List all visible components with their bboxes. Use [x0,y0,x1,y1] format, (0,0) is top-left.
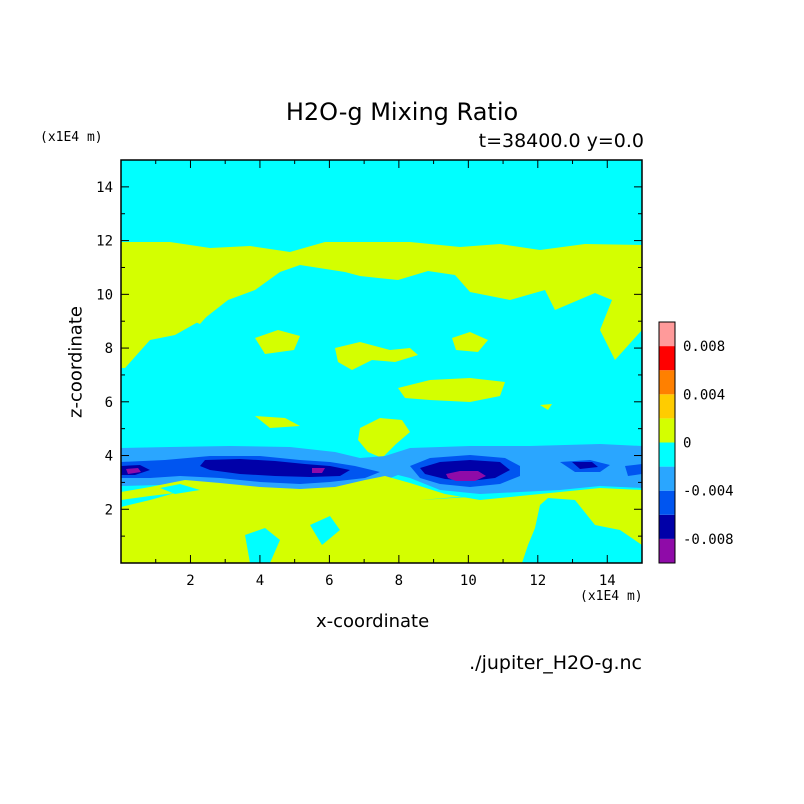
colorbar-swatch [659,490,675,515]
colorbar-swatch [659,322,675,347]
y-tick-label: 6 [105,395,113,411]
moist-patch [186,300,216,324]
moist-patch [452,332,488,352]
moist-patch [358,418,410,458]
y-tick-label: 4 [105,449,113,465]
y-tick-label: 2 [105,502,113,518]
colorbar-swatch [659,394,675,419]
x-tick-label: 2 [186,573,194,589]
moist-patch [255,416,300,428]
chart-title: H2O-g Mixing Ratio [285,98,519,126]
y-tick-label: 14 [96,180,113,196]
dry-patch [121,493,175,507]
colorbar-label: 0 [683,436,691,452]
x-tick-label: 10 [460,573,477,589]
colorbar-swatch [659,418,675,443]
x-axis-unit: (x1E4 m) [580,589,643,604]
y-tick-label: 10 [96,287,113,303]
moist-patch [255,330,300,354]
colorbar-frame [658,321,676,564]
colorbar-swatch [659,466,675,491]
x-tick-label: 4 [256,573,264,589]
colorbar-swatch [659,370,675,395]
colorbar-label: 0.008 [683,339,725,355]
moist-patch [335,342,418,370]
axes-ticks: 2 4 6 8 10 12 14 2 4 6 8 10 12 14 [96,160,642,589]
x-tick-label: 12 [529,573,546,589]
chart-subtitle: t=38400.0 y=0.0 [478,130,644,152]
source-filename: ./jupiter_H2O-g.nc [469,652,642,674]
colorbar-label: -0.004 [683,484,734,500]
x-tick-label: 6 [325,573,333,589]
x-axis-label: x-coordinate [316,611,430,632]
y-axis-unit: (x1E4 m) [40,130,103,145]
colorbar-swatch [659,346,675,371]
plot-frame [120,159,643,564]
axes-frame [120,159,643,564]
x-tick-label: 8 [395,573,403,589]
dry-patch [160,484,200,494]
dry-patch [420,494,642,563]
dry-patch [245,528,280,563]
colorbar-swatch [659,514,675,539]
colorbar-swatch [659,538,675,563]
moist-patch [540,404,552,410]
colorbar-label: 0.004 [683,387,725,403]
dry-patch [310,516,340,545]
colorbar: 0.008 0.004 0 -0.004 -0.008 [658,321,734,564]
y-tick-label: 8 [105,341,113,357]
colorbar-swatch [659,442,675,467]
upper-moist-region [121,242,642,368]
plot-area [121,160,642,563]
x-tick-label: 14 [599,573,616,589]
moist-patch [398,378,505,402]
colorbar-label: -0.008 [683,532,734,548]
y-tick-label: 12 [96,234,113,250]
